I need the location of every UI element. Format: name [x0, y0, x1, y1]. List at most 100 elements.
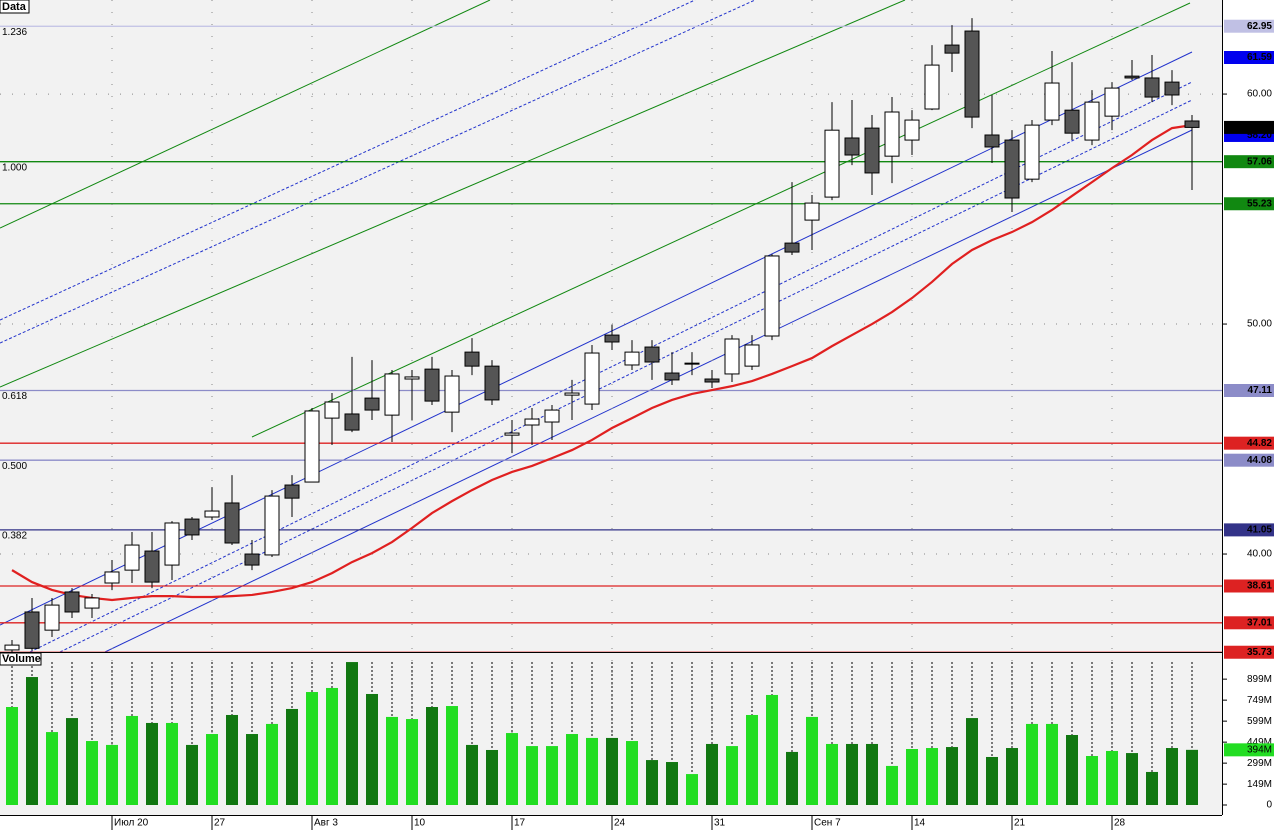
volume-bar — [86, 741, 98, 805]
candle-body — [224, 502, 240, 544]
candle-body — [244, 553, 260, 566]
candle-body — [4, 644, 20, 651]
volume-bar — [1166, 748, 1178, 805]
candle-body — [1144, 77, 1160, 98]
candle-body — [184, 518, 200, 536]
y-tick-label: 60.00 — [1247, 89, 1272, 100]
candle-body — [804, 202, 820, 221]
volume-bar — [6, 707, 18, 805]
volume-bar — [1186, 749, 1198, 805]
level-label-box — [1224, 453, 1274, 467]
candle-body — [1064, 109, 1080, 134]
volume-bar — [106, 744, 118, 805]
level-label-box — [1224, 523, 1274, 537]
candle-body — [264, 495, 280, 556]
volume-bar — [846, 743, 858, 805]
volume-bar — [166, 722, 178, 805]
candle-body — [484, 365, 500, 401]
volume-bar — [266, 723, 278, 805]
candle-body — [944, 44, 960, 54]
candle-body — [164, 522, 180, 566]
moving-average — [11, 124, 1193, 602]
candle-body — [744, 344, 760, 367]
volume-bar — [146, 722, 158, 805]
volume-bar — [246, 734, 258, 805]
y-tick-label: 599M — [1247, 716, 1272, 727]
fib-label: 0.382 — [2, 531, 27, 542]
volume-bar — [506, 733, 518, 805]
volume-bar — [1066, 735, 1078, 805]
volume-bar — [66, 718, 78, 805]
volume-bar — [746, 714, 758, 805]
candle-body — [784, 242, 800, 253]
candle-body — [984, 134, 1000, 148]
level-label: 58.20 — [1247, 130, 1272, 141]
fib-label: 0.618 — [2, 391, 27, 402]
volume-bar — [1026, 723, 1038, 805]
candle-body — [444, 375, 460, 413]
volume-bar — [966, 718, 978, 805]
level-label-box — [1224, 197, 1274, 211]
level-label-box — [1224, 616, 1274, 630]
volume-bar — [206, 734, 218, 805]
volume-bar — [326, 687, 338, 805]
candle-body — [1024, 124, 1040, 180]
candle-body — [304, 410, 320, 483]
candle-body — [524, 418, 540, 426]
volume-bar — [806, 716, 818, 805]
candle-body — [924, 64, 940, 110]
channel-line — [0, 0, 906, 388]
level-label: 57.06 — [1247, 156, 1272, 167]
level-label: 55.23 — [1247, 198, 1272, 209]
panel-title-box — [0, 652, 42, 666]
candle-body — [544, 409, 560, 423]
volume-bar — [526, 746, 538, 805]
candle-body — [504, 432, 520, 436]
candle-body — [204, 510, 220, 518]
candle-body — [884, 111, 900, 157]
level-label-box — [1224, 645, 1274, 659]
volume-bar — [646, 760, 658, 805]
x-tick-label: Авг 3 — [314, 818, 338, 829]
level-label: 61.59 — [1247, 52, 1272, 63]
fib-label: 0.500 — [2, 461, 27, 472]
volume-bar — [926, 748, 938, 805]
channel-line — [29, 81, 1193, 653]
volume-bar — [406, 719, 418, 805]
level-label: 38.61 — [1247, 581, 1272, 592]
volume-label-box — [1224, 743, 1274, 757]
x-tick-label: 14 — [914, 818, 926, 829]
candle-body — [144, 550, 160, 583]
level-label-box — [1224, 436, 1274, 450]
candle-body — [1184, 120, 1200, 128]
volume-bar — [26, 677, 38, 805]
candle-body — [604, 334, 620, 343]
volume-bar — [366, 693, 378, 805]
volume-bar — [826, 743, 838, 805]
candle-body — [624, 351, 640, 366]
candle-body — [84, 597, 100, 609]
level-label-box — [1224, 120, 1274, 134]
volume-bar — [946, 747, 958, 805]
level-label: 37.01 — [1247, 617, 1272, 628]
volume-bar — [566, 734, 578, 805]
candle-body — [364, 397, 380, 411]
level-label: 58.55 — [1247, 122, 1272, 133]
volume-bar — [46, 732, 58, 805]
candle-body — [424, 368, 440, 402]
candle-body — [1004, 139, 1020, 199]
x-tick-label: Сен 7 — [814, 818, 841, 829]
candle-body — [564, 392, 580, 396]
x-tick-label: 28 — [1114, 818, 1126, 829]
candle-body — [664, 372, 680, 381]
level-label: 44.08 — [1247, 455, 1272, 466]
channel-line — [0, 0, 696, 321]
y-tick-label: 40.00 — [1247, 549, 1272, 560]
y-tick-label: 149M — [1247, 779, 1272, 790]
panel-title-box — [0, 0, 30, 14]
level-label-box — [1224, 579, 1274, 593]
volume-bar — [346, 662, 358, 805]
candle-body — [64, 591, 80, 613]
candle-body — [324, 401, 340, 419]
